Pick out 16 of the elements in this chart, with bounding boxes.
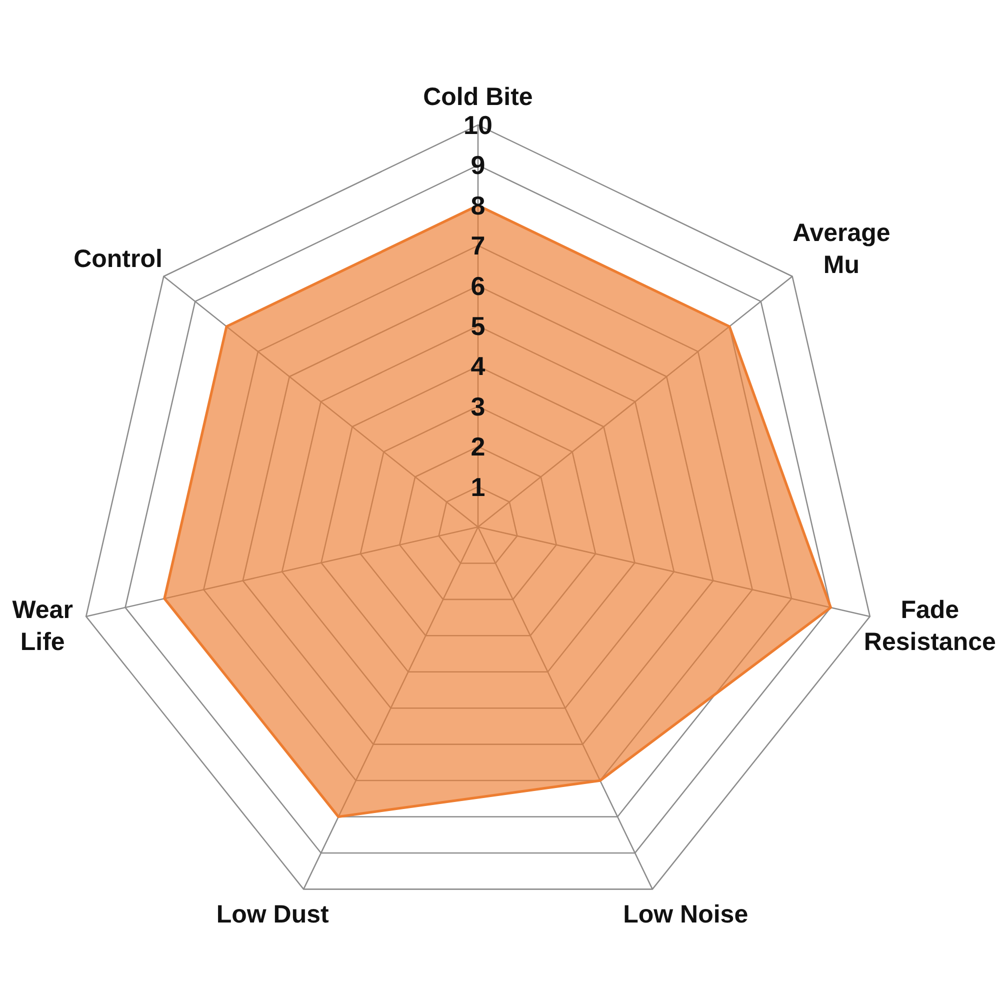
spoke-label: Fade Resistance	[864, 596, 996, 656]
y-tick-label: 10	[464, 110, 492, 140]
y-tick-label: 2	[470, 432, 486, 462]
y-tick-label: 7	[470, 230, 486, 261]
spoke-label: Average Mu	[792, 218, 890, 279]
spoke-label: Control	[74, 244, 162, 273]
y-tick-label: 6	[470, 270, 486, 301]
y-tick-label: 1	[470, 472, 486, 502]
y-tick-label: 5	[470, 311, 486, 341]
spoke-label: Cold Bite	[423, 83, 533, 111]
spoke-label: Low Noise	[623, 900, 748, 928]
spoke-label: Low Dust	[216, 900, 330, 928]
y-tick-label: 4	[470, 351, 486, 382]
spoke-label: Wear Life	[12, 596, 74, 656]
y-tick-label: 9	[470, 150, 486, 180]
y-tick-label: 3	[470, 391, 486, 422]
